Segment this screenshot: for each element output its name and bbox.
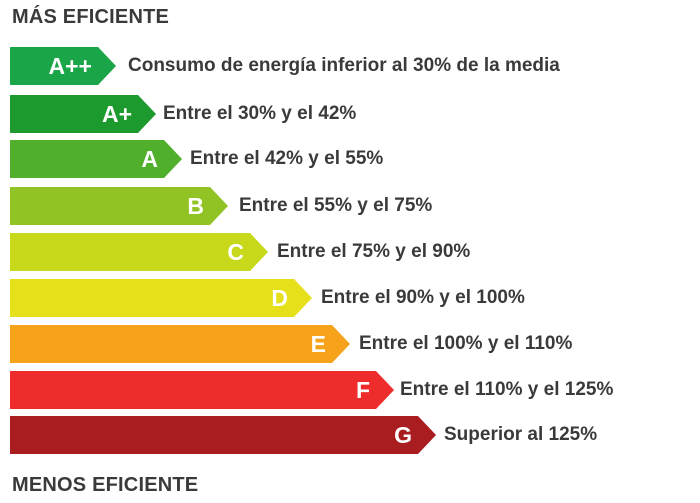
- class-grade-label: E: [310, 331, 326, 357]
- class-description: Entre el 90% y el 100%: [321, 287, 525, 308]
- energy-class-row: B Entre el 55% y el 75%: [10, 187, 649, 225]
- class-arrow-bar: E: [10, 325, 350, 363]
- class-description: Superior al 125%: [444, 424, 598, 445]
- class-grade-label: A++: [48, 53, 92, 79]
- bottom-heading: MENOS EFICIENTE: [12, 474, 199, 496]
- class-grade-label: G: [394, 422, 412, 448]
- energy-class-row: D Entre el 90% y el 100%: [10, 279, 700, 317]
- class-arrow-bar: G: [10, 416, 436, 454]
- class-description: Entre el 55% y el 75%: [239, 195, 433, 216]
- class-description: Consumo de energía inferior al 30% de la…: [128, 55, 560, 76]
- class-grade-label: F: [355, 377, 370, 403]
- class-arrow-bar: A: [10, 140, 182, 178]
- class-grade-label: B: [187, 193, 204, 219]
- energy-class-row: E Entre el 100% y el 110%: [10, 325, 700, 363]
- energy-class-row: G Superior al 125%: [10, 416, 700, 454]
- class-description: Entre el 42% y el 55%: [190, 148, 384, 169]
- class-description: Entre el 75% y el 90%: [277, 241, 471, 262]
- class-description: Entre el 100% y el 110%: [359, 333, 573, 354]
- class-grade-label: D: [271, 285, 288, 311]
- class-grade-label: A: [141, 146, 158, 172]
- class-description: Entre el 110% y el 125%: [400, 379, 614, 400]
- class-grade-label: A+: [101, 101, 132, 127]
- energy-class-row: A++ Consumo de energía inferior al 30% de…: [10, 47, 560, 85]
- class-arrow-bar: A+: [10, 95, 156, 133]
- energy-class-row: A Entre el 42% y el 55%: [10, 140, 600, 178]
- class-description: Entre el 30% y el 42%: [163, 103, 357, 124]
- class-arrow-bar: D: [10, 279, 312, 317]
- class-arrow-bar: A++: [10, 47, 116, 85]
- class-arrow-bar: C: [10, 233, 268, 271]
- energy-class-row: F Entre el 110% y el 125%: [10, 371, 700, 409]
- class-arrow-bar: B: [10, 187, 228, 225]
- class-arrow-bar: F: [10, 371, 394, 409]
- energy-class-row: A+ Entre el 30% y el 42%: [10, 95, 573, 133]
- class-grade-label: C: [227, 239, 244, 265]
- energy-class-row: C Entre el 75% y el 90%: [10, 233, 687, 271]
- top-heading: MÁS EFICIENTE: [12, 6, 170, 28]
